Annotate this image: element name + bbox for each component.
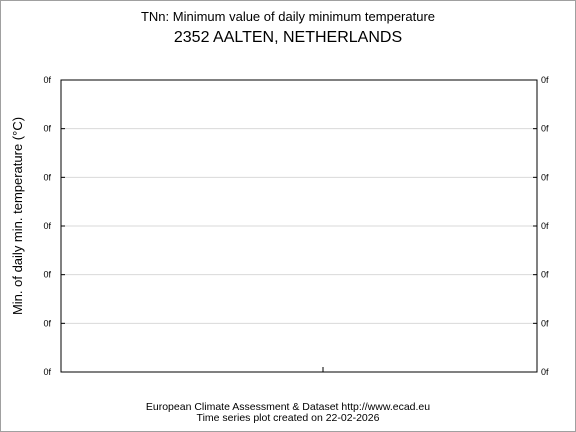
gridlines [61, 128, 537, 324]
y-tick-label-left: 0f [43, 124, 51, 134]
y-tick-label-right: 0f [541, 221, 549, 231]
y-tick-label-left: 0f [43, 367, 51, 377]
footer-created: Time series plot created on 22-02-2026 [197, 412, 380, 424]
y-tick-label-right: 0f [541, 270, 549, 280]
y-tick-label-left: 0f [43, 221, 51, 231]
y-tick-label-right: 0f [541, 318, 549, 328]
y-tick-label-left: 0f [43, 318, 51, 328]
chart-subtitle: 2352 AALTEN, NETHERLANDS [174, 29, 402, 46]
chart-title: TNn: Minimum value of daily minimum temp… [141, 9, 435, 24]
y-tick-label-right: 0f [541, 367, 549, 377]
y-tick-label-right: 0f [541, 172, 549, 182]
footer-source: European Climate Assessment & Dataset ht… [146, 401, 430, 413]
y-axis-left: 0f 0f 0f 0f 0f 0f 0f [43, 75, 65, 377]
y-axis-right: 0f 0f 0f 0f 0f 0f 0f [533, 75, 549, 377]
y-axis-label: Min. of daily min. temperature (°C) [10, 117, 25, 315]
y-tick-label-right: 0f [541, 75, 549, 85]
y-tick-label-left: 0f [43, 172, 51, 182]
y-tick-label-left: 0f [43, 270, 51, 280]
y-tick-label-right: 0f [541, 124, 549, 134]
y-tick-label-left: 0f [43, 75, 51, 85]
